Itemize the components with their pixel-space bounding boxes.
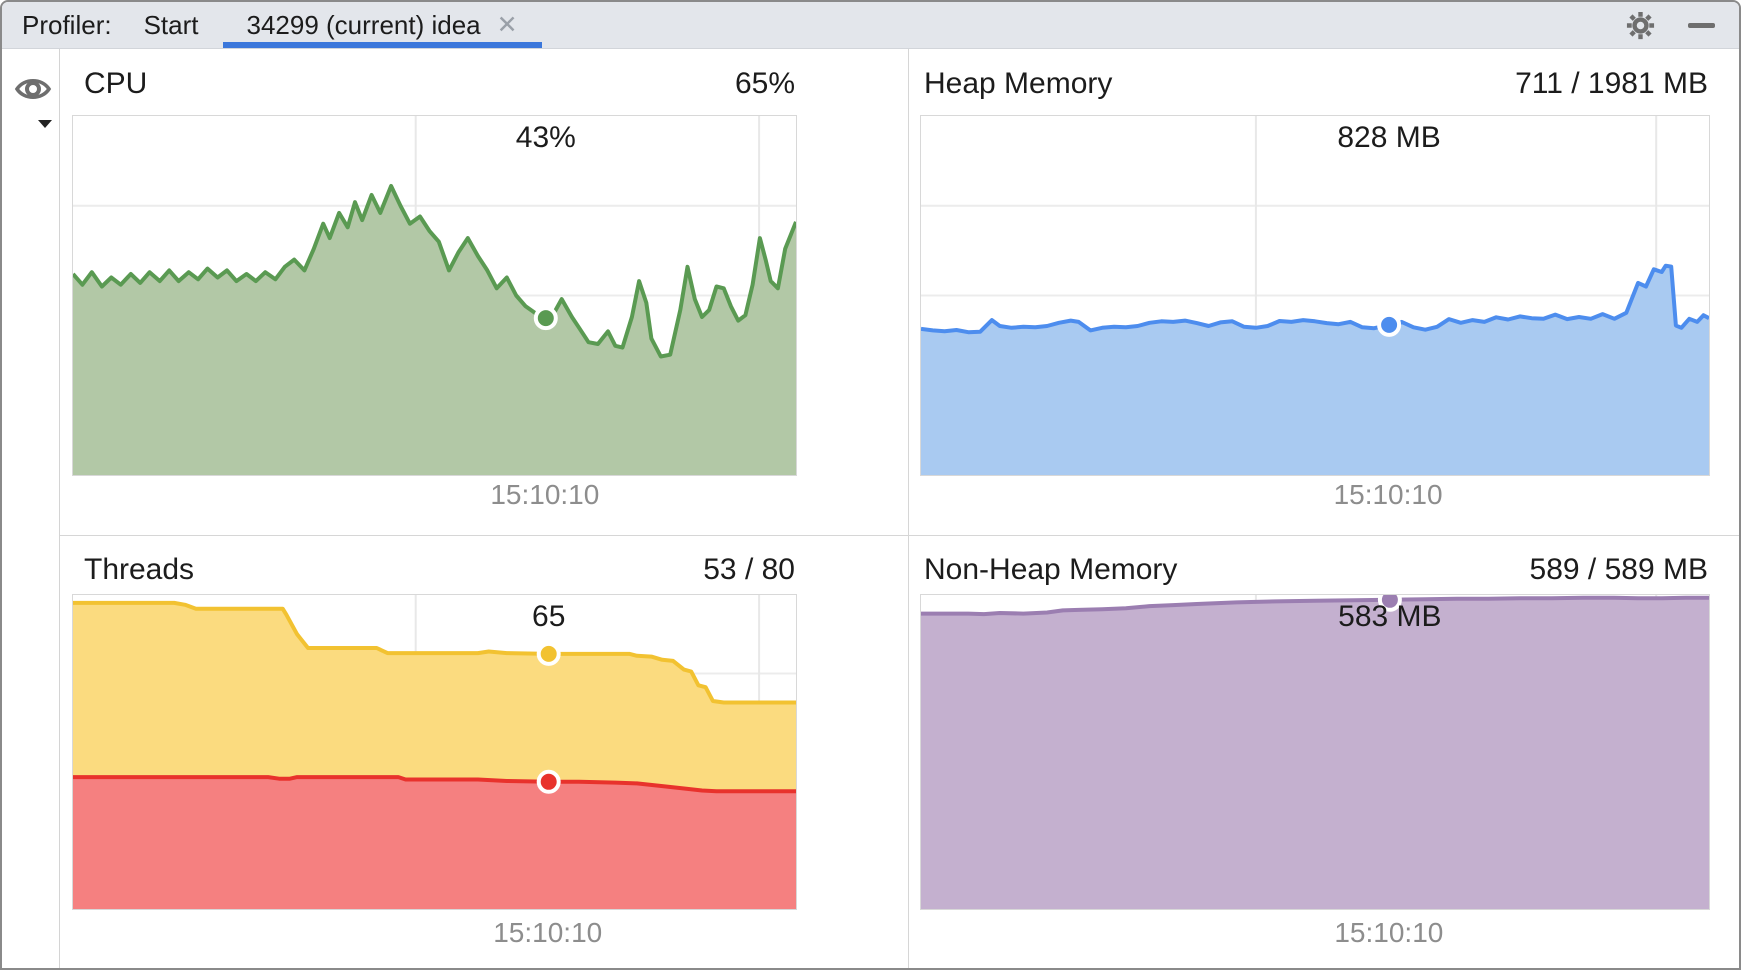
heap-time-label: 15:10:10 xyxy=(1333,479,1443,510)
panel-divider-horizontal xyxy=(60,535,1739,536)
non-heap-panel: Non-Heap Memory 589 / 589 MB 583 MB 15:1… xyxy=(908,535,1739,968)
tab-start[interactable]: Start xyxy=(120,2,223,48)
cpu-title: CPU xyxy=(84,67,148,100)
profiler-label: Profiler: xyxy=(22,9,112,40)
chevron-down-icon xyxy=(38,120,52,128)
eye-icon xyxy=(14,78,52,100)
minimize-icon[interactable] xyxy=(1688,22,1715,28)
heap-title: Heap Memory xyxy=(924,67,1113,100)
panel-divider-vertical xyxy=(908,49,909,968)
visible-charts-button[interactable] xyxy=(13,73,53,128)
non-heap-time-label: 15:10:10 xyxy=(1334,917,1444,948)
cpu-chart[interactable]: 43% xyxy=(72,115,797,476)
threads-panel: Threads 53 / 80 65 15:10:10 xyxy=(60,535,908,968)
threads-chart[interactable]: 65 xyxy=(72,594,797,910)
cpu-hover-value: 43% xyxy=(515,121,576,154)
tab-current-session-label: 34299 (current) idea xyxy=(246,9,481,40)
tab-start-label: Start xyxy=(143,9,199,40)
threads-hover-value: 65 xyxy=(532,600,566,633)
heap-hover-value: 828 MB xyxy=(1337,121,1441,154)
tab-current-session[interactable]: 34299 (current) idea ✕ xyxy=(222,2,542,48)
threads-title: Threads xyxy=(84,553,195,586)
heap-chart[interactable]: 828 MB xyxy=(920,115,1710,476)
non-heap-chart[interactable]: 583 MB xyxy=(920,594,1710,910)
non-heap-hover-value: 583 MB xyxy=(1338,600,1442,633)
non-heap-title: Non-Heap Memory xyxy=(924,553,1178,586)
heap-panel: Heap Memory 711 / 1981 MB 828 MB 15:10:1… xyxy=(908,49,1739,535)
cpu-panel: CPU 65% 43% 15:10:10 xyxy=(60,49,908,535)
non-heap-current-value: 589 / 589 MB xyxy=(1529,553,1708,586)
threads-time-label: 15:10:10 xyxy=(493,917,603,948)
heap-current-value: 711 / 1981 MB xyxy=(1515,67,1708,100)
cpu-current-value: 65% xyxy=(734,67,795,100)
left-toolbar xyxy=(2,49,60,968)
close-icon[interactable]: ✕ xyxy=(496,10,518,39)
profiler-tab-bar: Profiler: Start 34299 (current) idea ✕ xyxy=(2,2,1739,49)
gear-icon[interactable] xyxy=(1625,10,1656,41)
threads-current-value: 53 / 80 xyxy=(703,553,795,586)
cpu-time-label: 15:10:10 xyxy=(490,479,600,510)
